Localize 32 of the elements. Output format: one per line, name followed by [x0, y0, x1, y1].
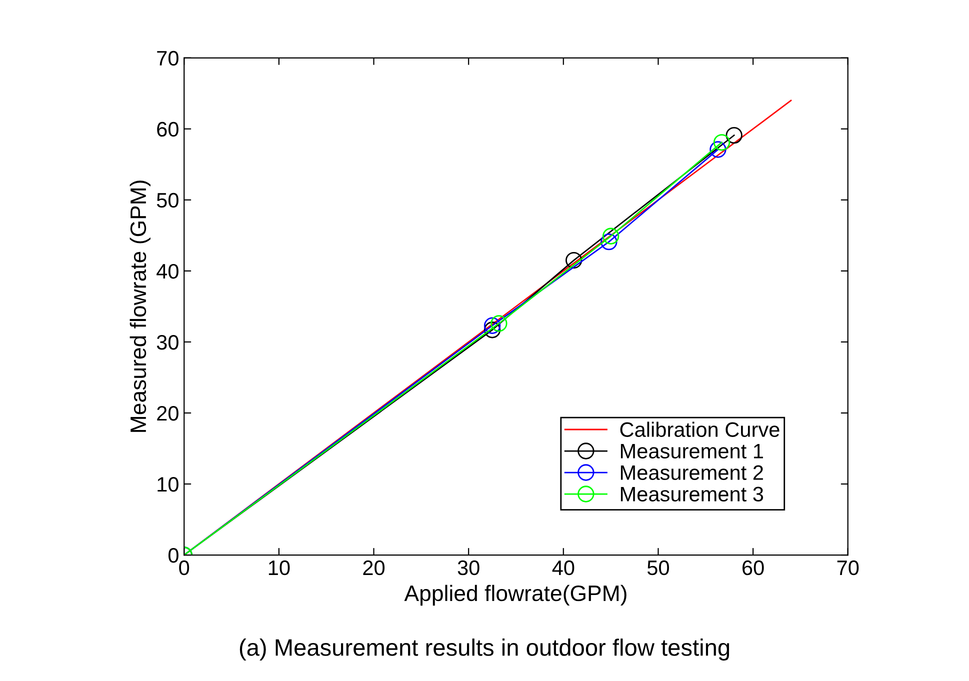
point: [484, 317, 501, 334]
legend-label: Measurement 2: [620, 465, 763, 480]
y-tick-label: 60: [157, 122, 178, 137]
x-tick-label: 20: [363, 560, 385, 576]
legend-label: Measurement 3: [620, 486, 764, 502]
y-tick-label: 20: [157, 406, 178, 421]
y-tick-label: 70: [157, 50, 178, 66]
y-axis-title: Measured flowrate (GPM): [130, 180, 151, 432]
point: [600, 233, 618, 250]
point: [490, 315, 508, 332]
point: [484, 322, 501, 338]
legend-label: Measurement 1: [620, 444, 763, 459]
x-tick-label: 70: [837, 560, 859, 576]
y-tick-label: 0: [168, 548, 178, 563]
point: [726, 126, 742, 144]
x-tick-label: 0: [179, 560, 190, 576]
point: [713, 134, 730, 151]
x-tick-label: 60: [742, 560, 764, 576]
x-tick-label: 30: [458, 560, 480, 576]
legend-label: Calibration Curve: [620, 422, 780, 438]
point: [710, 141, 726, 158]
point: [602, 228, 620, 244]
y-tick-label: 30: [156, 334, 178, 350]
text: (a) Measurement results in outdoor flow testing: [240, 638, 730, 661]
y-tick-label: 10: [158, 477, 178, 492]
x-tick-label: 50: [647, 560, 669, 576]
x-tick-label: 10: [268, 560, 290, 576]
y-tick-label: 50: [156, 192, 178, 208]
x-tick-label: 40: [552, 560, 574, 576]
x-axis-title: Applied flowrate(GPM): [404, 584, 626, 606]
point: [566, 252, 582, 269]
y-tick-label: 40: [156, 264, 178, 279]
